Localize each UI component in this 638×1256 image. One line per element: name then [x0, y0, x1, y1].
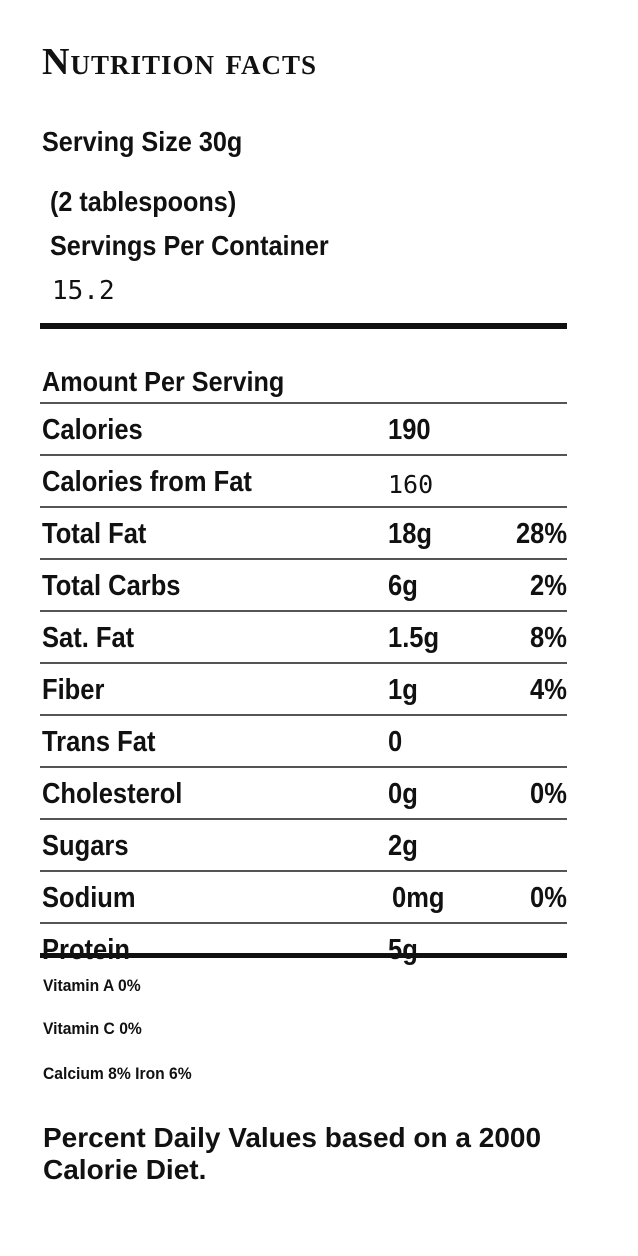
table-row: Calories 190 — [40, 402, 567, 454]
amount-per-serving: Amount Per Serving — [42, 366, 285, 397]
nutrient-amount: 18g — [388, 518, 432, 550]
nutrient-daily-value: 0% — [530, 778, 567, 810]
nutrient-name: Protein — [42, 934, 130, 966]
nutrient-amount: 160 — [388, 470, 434, 499]
daily-value-footnote: Percent Daily Values based on a 2000 Cal… — [43, 1122, 542, 1185]
table-row: Sodium 0mg 0% — [40, 870, 567, 922]
nutrient-daily-value: 8% — [530, 622, 567, 654]
vitamin-c: Vitamin C 0% — [43, 1019, 142, 1038]
page-title: Nutrition facts — [42, 41, 317, 83]
nutrient-amount: 1g — [388, 674, 418, 706]
table-row: Calories from Fat 160 — [40, 454, 567, 506]
serving-tablespoons: (2 tablespoons) — [50, 186, 237, 217]
table-row: Trans Fat 0 — [40, 714, 567, 766]
table-row: Total Fat 18g 28% — [40, 506, 567, 558]
nutrient-name: Total Carbs — [42, 570, 181, 602]
nutrient-name: Trans Fat — [42, 726, 156, 758]
nutrient-name: Total Fat — [42, 518, 147, 550]
nutrient-name: Fiber — [42, 674, 105, 706]
nutrient-amount: 2g — [388, 830, 418, 862]
nutrient-amount: 0g — [388, 778, 418, 810]
servings-per-container-value: 15.2 — [52, 276, 115, 306]
servings-per-container-label: Servings Per Container — [50, 230, 329, 261]
nutrient-name: Cholesterol — [42, 778, 183, 810]
table-row: Fiber 1g 4% — [40, 662, 567, 714]
nutrient-name: Sat. Fat — [42, 622, 135, 654]
nutrient-daily-value: 4% — [530, 674, 567, 706]
nutrient-amount: 0 — [388, 726, 403, 758]
vitamin-a: Vitamin A 0% — [43, 976, 141, 995]
nutrient-name: Calories from Fat — [42, 466, 252, 498]
nutrient-daily-value: 2% — [530, 570, 567, 602]
calcium-iron: Calcium 8% Iron 6% — [43, 1064, 192, 1083]
nutrient-amount: 6g — [388, 570, 418, 602]
table-row: Sat. Fat 1.5g 8% — [40, 610, 567, 662]
table-row: Sugars 2g — [40, 818, 567, 870]
table-row: Protein 5g — [40, 922, 567, 974]
nutrient-amount: 1.5g — [388, 622, 440, 654]
nutrient-amount: 190 — [388, 414, 431, 446]
nutrient-name: Sugars — [42, 830, 129, 862]
nutrient-table: Calories 190 Calories from Fat 160 Total… — [40, 402, 567, 974]
nutrient-amount: 5g — [388, 934, 418, 966]
nutrient-daily-value: 0% — [530, 882, 567, 914]
nutrient-amount: 0mg — [392, 882, 445, 914]
table-row: Cholesterol 0g 0% — [40, 766, 567, 818]
nutrient-name: Sodium — [42, 882, 136, 914]
thick-divider — [40, 953, 567, 958]
table-row: Total Carbs 6g 2% — [40, 558, 567, 610]
thick-divider — [40, 323, 567, 329]
nutrient-daily-value: 28% — [515, 518, 567, 550]
nutrient-name: Calories — [42, 414, 143, 446]
serving-size: Serving Size 30g — [42, 126, 243, 157]
